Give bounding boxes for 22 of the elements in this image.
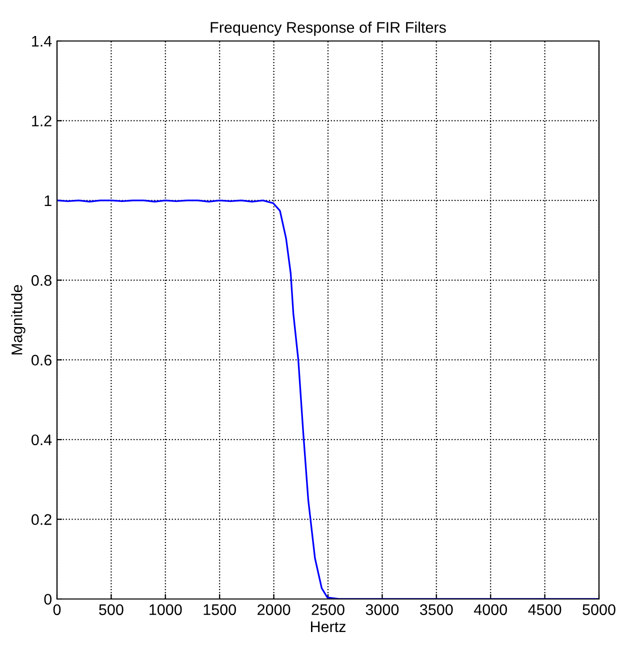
x-tick-label: 3500 [420, 604, 453, 616]
x-tick-label: 2500 [312, 604, 344, 616]
x-tick-label: 5000 [582, 604, 616, 616]
y-tick-label: 0.8 [32, 275, 52, 286]
y-tick-label: 0.6 [32, 354, 52, 366]
y-tick-label: 0 [44, 594, 52, 605]
y-tick-label: 1 [44, 195, 52, 206]
y-tick-label: 1.2 [32, 116, 52, 126]
x-tick-label: 4000 [474, 604, 507, 616]
y-tick-label: 1.4 [32, 36, 52, 47]
x-tick-label: 1500 [204, 604, 236, 616]
x-tick-label: 0 [53, 604, 61, 616]
x-tick-label: 3000 [366, 604, 399, 616]
y-axis-title: Magnitude [11, 285, 26, 354]
chart-title: Frequency Response of FIR Filters [210, 22, 446, 36]
x-tick-label: 2000 [258, 604, 290, 616]
x-tick-label: 4500 [528, 604, 562, 616]
y-tick-label: 0.2 [32, 514, 52, 525]
x-tick-label: 1000 [150, 604, 182, 616]
x-axis-title: Hertz [311, 621, 346, 632]
y-tick-label: 0.4 [32, 434, 52, 446]
x-tick-label: 500 [99, 604, 124, 616]
